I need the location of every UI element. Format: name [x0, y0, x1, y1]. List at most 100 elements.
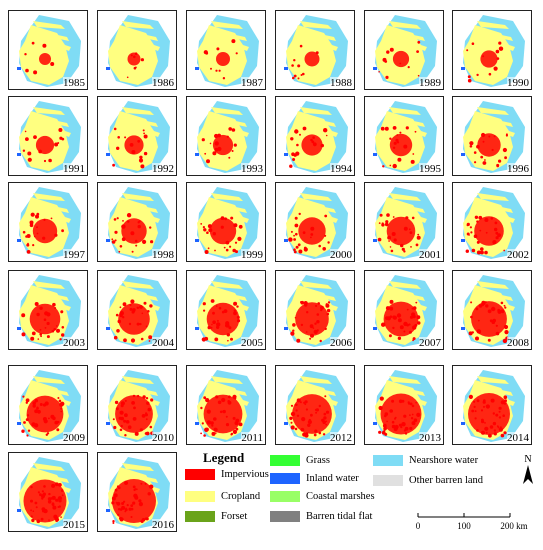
shanghai-land-cover-map [284, 187, 348, 259]
legend-swatch [270, 511, 300, 523]
year-label: 1998 [152, 249, 174, 261]
map-panel: 2002 [452, 182, 532, 262]
shanghai-land-cover-map [461, 15, 525, 87]
year-label: 2009 [63, 432, 85, 444]
map-panel: 2008 [452, 270, 532, 350]
year-label: 2016 [152, 519, 174, 531]
shanghai-land-cover-map [461, 101, 525, 173]
map-panel: 2015 [8, 452, 88, 532]
year-label: 1986 [152, 77, 174, 89]
shanghai-land-cover-map [195, 275, 259, 347]
year-label: 2004 [152, 337, 174, 349]
shanghai-land-cover-map [106, 187, 170, 259]
legend-item: Other barren land [373, 474, 483, 488]
map-panel: 1990 [452, 10, 532, 90]
year-label: 1994 [330, 163, 352, 175]
year-label: 2000 [330, 249, 352, 261]
legend-swatch [185, 511, 215, 523]
shanghai-land-cover-map [17, 275, 81, 347]
year-label: 1997 [63, 249, 85, 261]
legend-label: Inland water [306, 473, 359, 484]
shanghai-land-cover-map [106, 101, 170, 173]
map-panel: 2013 [364, 365, 444, 445]
legend-label: Nearshore water [409, 455, 479, 466]
map-panel: 1987 [186, 10, 266, 90]
shanghai-land-cover-map [106, 457, 170, 529]
legend-swatch [270, 491, 300, 503]
legend-swatch [185, 469, 215, 481]
scale-tick-0: 0 [416, 521, 421, 531]
shanghai-land-cover-map [373, 101, 437, 173]
legend-item: Inland water [270, 472, 359, 486]
map-panel: 2005 [186, 270, 266, 350]
shanghai-land-cover-map [461, 187, 525, 259]
legend-swatch [270, 473, 300, 485]
year-label: 2015 [63, 519, 85, 531]
year-label: 2010 [152, 432, 174, 444]
map-panel: 1985 [8, 10, 88, 90]
map-panel: 2000 [275, 182, 355, 262]
legend-item: Grass [270, 454, 330, 468]
map-panel: 1997 [8, 182, 88, 262]
year-label: 1999 [241, 249, 263, 261]
year-label: 2008 [507, 337, 529, 349]
legend-item: Barren tidal flat [270, 510, 372, 524]
shanghai-land-cover-map [284, 275, 348, 347]
year-label: 2006 [330, 337, 352, 349]
map-panel: 1993 [186, 96, 266, 176]
map-panel: 2009 [8, 365, 88, 445]
year-label: 2002 [507, 249, 529, 261]
shanghai-land-cover-map [284, 101, 348, 173]
year-label: 1985 [63, 77, 85, 89]
legend-item: Impervious [185, 468, 269, 482]
shanghai-land-cover-map [17, 370, 81, 442]
shanghai-land-cover-map [195, 187, 259, 259]
shanghai-land-cover-map [17, 457, 81, 529]
shanghai-land-cover-map [17, 101, 81, 173]
shanghai-land-cover-map [195, 370, 259, 442]
shanghai-land-cover-map [373, 15, 437, 87]
legend-swatch [373, 455, 403, 467]
legend-label: Grass [306, 455, 330, 466]
shanghai-land-cover-map [195, 15, 259, 87]
shanghai-land-cover-map [17, 187, 81, 259]
year-label: 1991 [63, 163, 85, 175]
shanghai-land-cover-map [284, 15, 348, 87]
year-label: 2005 [241, 337, 263, 349]
year-label: 1993 [241, 163, 263, 175]
year-label: 2013 [419, 432, 441, 444]
year-label: 2014 [507, 432, 529, 444]
year-label: 2011 [241, 432, 263, 444]
map-panel: 2006 [275, 270, 355, 350]
legend-label: Barren tidal flat [306, 511, 373, 522]
map-panel: 2016 [97, 452, 177, 532]
scale-tick-1: 100 [457, 521, 471, 531]
map-panel: 1994 [275, 96, 355, 176]
map-panel: 2012 [275, 365, 355, 445]
year-label: 1987 [241, 77, 263, 89]
scale-tick-2: 200 km [500, 521, 527, 531]
legend-swatch [270, 455, 300, 467]
legend-swatch [373, 475, 403, 487]
year-label: 1995 [419, 163, 441, 175]
map-panel: 2011 [186, 365, 266, 445]
map-panel: 2010 [97, 365, 177, 445]
map-panel: 1989 [364, 10, 444, 90]
north-label: N [524, 454, 531, 465]
legend-swatch [185, 491, 215, 503]
map-panel: 1995 [364, 96, 444, 176]
map-panel: 1992 [97, 96, 177, 176]
year-label: 2001 [419, 249, 441, 261]
legend-label: Impervious [221, 469, 269, 480]
north-arrow-icon: N [518, 452, 538, 492]
shanghai-land-cover-map [461, 370, 525, 442]
shanghai-land-cover-map [106, 275, 170, 347]
legend-label: Coastal marshes [306, 491, 375, 502]
shanghai-land-cover-map [106, 15, 170, 87]
map-panel: 1991 [8, 96, 88, 176]
legend-label: Forset [221, 511, 248, 522]
year-label: 2007 [419, 337, 441, 349]
shanghai-land-cover-map [106, 370, 170, 442]
map-panel: 2014 [452, 365, 532, 445]
year-label: 1990 [507, 77, 529, 89]
